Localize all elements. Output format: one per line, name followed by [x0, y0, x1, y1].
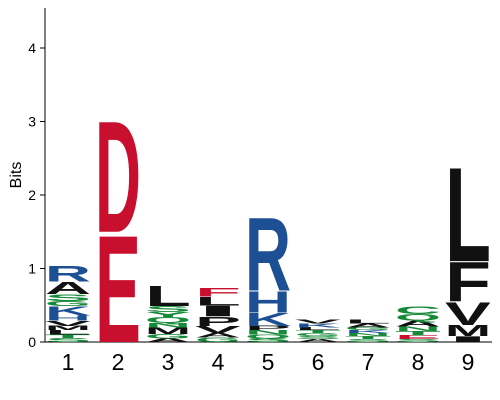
logo-letter: S	[295, 335, 341, 340]
logo-letter: A	[195, 332, 241, 339]
logo-letter: G	[195, 336, 241, 343]
logo-letter: G	[345, 327, 391, 332]
logo-letter: H	[45, 314, 91, 322]
logo-letter: N	[395, 325, 441, 332]
logo-letter: C	[395, 304, 441, 317]
logo-letter: M	[445, 322, 491, 339]
logo-letter: K	[245, 309, 291, 329]
logo-letter: M	[145, 326, 191, 336]
logo-letter: Q	[395, 312, 441, 322]
logo-letter: S	[345, 338, 391, 343]
x-position-label: 5	[262, 349, 275, 375]
logo-letter: I	[445, 335, 491, 344]
logo-letter: V	[295, 319, 342, 325]
logo-letter: E	[95, 205, 141, 375]
logo-letter: L	[295, 327, 341, 332]
logo-letter: S	[45, 293, 91, 303]
logo-letter: Q	[245, 334, 291, 340]
logo-letter: T	[395, 330, 442, 337]
logo-letter: F	[195, 286, 241, 300]
logo-letter: M	[45, 325, 91, 332]
x-position-label: 2	[112, 349, 125, 375]
x-position-label: 4	[212, 349, 225, 375]
logo-letter: L	[45, 329, 91, 336]
logo-letter: K	[295, 323, 342, 329]
logo-letter: L	[195, 294, 241, 308]
y-tick-label: 4	[28, 40, 36, 56]
y-axis-label: Bits	[8, 162, 25, 189]
logo-letter: D	[95, 87, 141, 266]
logo-letter: E	[395, 335, 441, 341]
logo-letter: T	[345, 335, 391, 340]
logo-letter: A	[45, 279, 91, 298]
logo-letter: S	[145, 305, 191, 314]
logo-letter: P	[195, 314, 241, 329]
logo-letter: S	[395, 338, 441, 343]
logo-letter: V	[445, 296, 491, 332]
x-position-label: 8	[412, 349, 425, 375]
logo-letter: S	[45, 338, 91, 344]
logo-letter: R	[245, 196, 291, 313]
logo-letter: Y	[145, 311, 191, 319]
logo-letter: S	[245, 338, 291, 344]
logo-letter: V	[195, 324, 241, 335]
y-tick-label: 3	[28, 114, 36, 130]
y-tick-label: 0	[28, 334, 36, 350]
logo-letter: N	[345, 332, 391, 337]
logo-letter: N	[145, 322, 191, 329]
x-position-label: 9	[462, 349, 475, 375]
x-position-label: 3	[162, 349, 175, 375]
logo-letter: V	[45, 320, 91, 328]
x-position-label: 7	[362, 349, 375, 375]
logo-letter: G	[45, 300, 91, 308]
logo-letter: L	[345, 319, 391, 325]
logo-letter: Q	[145, 316, 191, 325]
logo-letter: N	[245, 329, 291, 336]
y-tick-label: 2	[28, 187, 36, 203]
logo-letter: A	[145, 337, 191, 343]
logo-letter: T	[45, 334, 92, 340]
x-axis: 1 2 3 4 5 6 7 8 9	[45, 341, 492, 375]
logo-letter: K	[345, 329, 392, 334]
logo-letter: A	[345, 323, 391, 329]
logo-letter: A	[295, 338, 341, 343]
x-position-label: 6	[312, 349, 325, 375]
x-position-label: 1	[62, 349, 75, 375]
logo-letter: G	[295, 332, 341, 337]
logo-letter: G	[145, 333, 191, 340]
logo-letter: L	[145, 280, 191, 312]
y-tick-label: 1	[28, 261, 36, 277]
y-axis: 0 1 2 3 4	[28, 8, 46, 350]
logo-letter: L	[445, 140, 491, 291]
logo-letter: K	[45, 303, 91, 318]
logo-column: ED	[95, 87, 141, 375]
logo-letter: F	[445, 252, 491, 315]
logo-letter: I	[195, 302, 241, 319]
logo-letter: H	[245, 285, 291, 319]
logo-letter: P	[245, 325, 291, 332]
logo-letter: A	[395, 319, 441, 328]
logo-letter: T	[295, 330, 341, 335]
logo-letter: R	[45, 262, 91, 287]
